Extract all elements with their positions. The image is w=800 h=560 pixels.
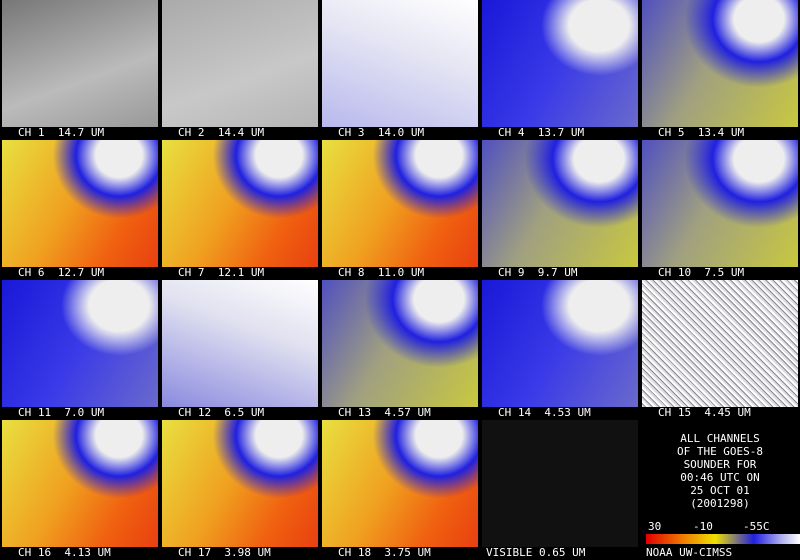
info-line: SOUNDER FOR [683,458,757,471]
tile: CH 2 14.4 UM [160,0,320,140]
colorbar-labels: 30 -10 -55C [648,520,798,533]
image [2,420,158,547]
image [482,280,638,407]
tile-label: CH 2 14.4 UM [178,126,265,139]
tile: CH 8 11.0 UM [320,140,480,280]
colorbar [646,534,800,544]
tile: CH 15 4.45 UM [640,280,800,420]
image [482,140,638,267]
tile-label: CH 10 7.5 UM [658,266,745,279]
tile: CH 10 7.5 UM [640,140,800,280]
tile: VISIBLE 0.65 UM [480,420,640,560]
image [482,0,638,127]
image [162,0,318,127]
tile-label: CH 12 6.5 UM [178,406,265,419]
tile-label: CH 3 14.0 UM [338,126,425,139]
info-panel: ALL CHANNELS OF THE GOES-8 SOUNDER FOR 0… [640,420,800,560]
image [2,140,158,267]
info-line: OF THE GOES-8 [676,445,764,458]
tile: CH 4 13.7 UM [480,0,640,140]
tile: CH 3 14.0 UM [320,0,480,140]
image [162,420,318,547]
tile: CH 1 14.7 UM [0,0,160,140]
info-line: ALL CHANNELS [680,432,760,445]
info-line: 00:46 UTC ON [680,471,760,484]
tile-label: CH 14 4.53 UM [498,406,591,419]
image [322,420,478,547]
tile: CH 18 3.75 UM [320,420,480,560]
tile-label: CH 11 7.0 UM [18,406,105,419]
image [322,140,478,267]
colorbar-label: -10 [693,520,713,533]
credit: NOAA UW-CIMSS [646,546,733,559]
tile-label: CH 13 4.57 UM [338,406,431,419]
image [2,280,158,407]
tile-label: CH 8 11.0 UM [338,266,425,279]
tile: CH 16 4.13 UM [0,420,160,560]
tile-label: CH 5 13.4 UM [658,126,745,139]
image [322,280,478,407]
tile: CH 5 13.4 UM [640,0,800,140]
tile: CH 14 4.53 UM [480,280,640,420]
tile-label: CH 16 4.13 UM [18,546,111,559]
tile-label: VISIBLE 0.65 UM [486,546,586,559]
tile-label: CH 15 4.45 UM [658,406,751,419]
tile-label: CH 9 9.7 UM [498,266,578,279]
tile: CH 17 3.98 UM [160,420,320,560]
image [2,0,158,127]
info-line: (2001298) [690,497,750,510]
colorbar-label: -55C [743,520,770,533]
image [642,280,798,407]
info-line: 25 OCT 01 [690,484,750,497]
tile: CH 12 6.5 UM [160,280,320,420]
tile-label: CH 4 13.7 UM [498,126,585,139]
tile: CH 9 9.7 UM [480,140,640,280]
image [322,0,478,127]
tile-label: CH 18 3.75 UM [338,546,431,559]
image [162,140,318,267]
tile: CH 11 7.0 UM [0,280,160,420]
tile-label: CH 17 3.98 UM [178,546,271,559]
image [162,280,318,407]
image [642,140,798,267]
tile-label: CH 7 12.1 UM [178,266,265,279]
image [642,0,798,127]
colorbar-label: 30 [648,520,662,533]
info-text: ALL CHANNELS OF THE GOES-8 SOUNDER FOR 0… [640,432,800,510]
image [482,420,638,547]
tile: CH 7 12.1 UM [160,140,320,280]
tile-label: CH 6 12.7 UM [18,266,105,279]
tile: CH 6 12.7 UM [0,140,160,280]
tile: CH 13 4.57 UM [320,280,480,420]
tile-label: CH 1 14.7 UM [18,126,105,139]
